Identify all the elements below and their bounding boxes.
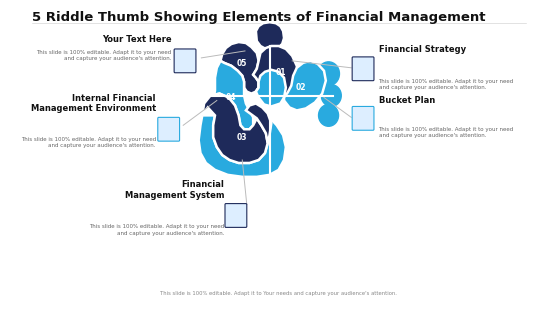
Polygon shape <box>221 42 259 94</box>
Circle shape <box>318 62 339 86</box>
Text: Your Text Here: Your Text Here <box>102 35 171 44</box>
Polygon shape <box>284 61 326 111</box>
Circle shape <box>319 105 339 126</box>
Polygon shape <box>202 94 268 163</box>
Text: Financial
Management System: Financial Management System <box>124 180 224 200</box>
Text: 04: 04 <box>226 93 237 102</box>
Polygon shape <box>253 46 298 104</box>
Text: Internal Financial
Management Environment: Internal Financial Management Environmen… <box>31 94 156 113</box>
Polygon shape <box>246 104 272 143</box>
Text: 01: 01 <box>275 68 286 77</box>
Polygon shape <box>256 22 284 50</box>
Polygon shape <box>202 61 253 129</box>
Text: 05: 05 <box>237 59 248 68</box>
FancyBboxPatch shape <box>352 57 374 81</box>
Text: This slide is 100% editable. Adapt it to your need
and capture your audience's a: This slide is 100% editable. Adapt it to… <box>89 224 224 236</box>
Text: This slide is 100% editable. Adapt it to Your needs and capture your audience's : This slide is 100% editable. Adapt it to… <box>160 291 397 296</box>
Text: 02: 02 <box>296 83 306 92</box>
FancyBboxPatch shape <box>174 49 196 73</box>
FancyBboxPatch shape <box>225 203 247 227</box>
Text: This slide is 100% editable. Adapt it to your need
and capture your audience's a: This slide is 100% editable. Adapt it to… <box>379 127 514 139</box>
Text: This slide is 100% editable. Adapt it to your need
and capture your audience's a: This slide is 100% editable. Adapt it to… <box>36 50 171 61</box>
Polygon shape <box>199 115 286 177</box>
Text: 5 Riddle Thumb Showing Elements of Financial Management: 5 Riddle Thumb Showing Elements of Finan… <box>31 11 485 24</box>
Polygon shape <box>256 70 286 106</box>
Circle shape <box>321 85 341 106</box>
Text: This slide is 100% editable. Adapt it to your need
and capture your audience's a: This slide is 100% editable. Adapt it to… <box>379 79 514 90</box>
FancyBboxPatch shape <box>352 106 374 130</box>
Text: Bucket Plan: Bucket Plan <box>379 96 435 106</box>
Text: Financial Strategy: Financial Strategy <box>379 45 465 54</box>
FancyBboxPatch shape <box>158 117 180 141</box>
Text: 03: 03 <box>237 133 248 142</box>
Text: This slide is 100% editable. Adapt it to your need
and capture your audience's a: This slide is 100% editable. Adapt it to… <box>21 137 156 148</box>
